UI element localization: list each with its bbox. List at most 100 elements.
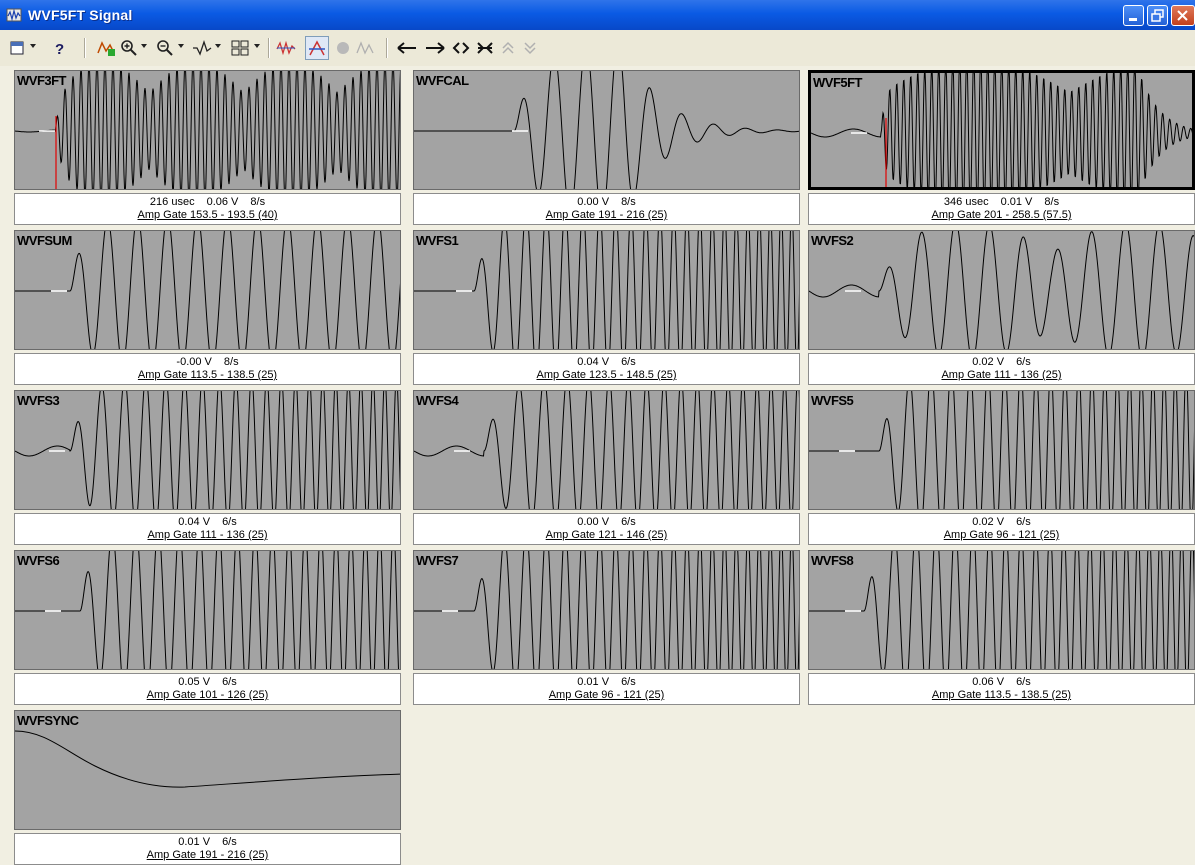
save-button[interactable] <box>8 36 26 60</box>
grid-layout-dropdown[interactable] <box>254 44 260 48</box>
panel-info: 0.02 V 6/s Amp Gate 96 - 121 (25) <box>808 513 1195 545</box>
voltage-readout: 0.06 V <box>206 196 239 208</box>
expand-button[interactable] <box>452 36 470 60</box>
expand-icon <box>452 42 470 54</box>
panel-info: 0.02 V 6/s Amp Gate 111 - 136 (25) <box>808 353 1195 385</box>
voltage-readout: 0.02 V <box>972 516 1005 528</box>
restore-button[interactable] <box>1147 5 1168 26</box>
waveform-trace <box>809 391 1194 509</box>
waveform-trace <box>414 231 799 349</box>
panel-title: WVFSUM <box>17 233 72 248</box>
panel-title: WVF3FT <box>17 73 67 88</box>
amp-gate-readout: Amp Gate 153.5 - 193.5 (40) <box>137 209 278 221</box>
waveform-plot[interactable]: WVFS2 <box>808 230 1195 350</box>
zoom-in-button[interactable] <box>120 36 138 60</box>
voltage-readout: 0.04 V <box>577 356 610 368</box>
rate-readout: 6/s <box>621 676 636 688</box>
voltage-readout: -0.00 V <box>176 356 212 368</box>
rate-readout: 8/s <box>621 196 636 208</box>
rate-readout: 6/s <box>1016 676 1031 688</box>
waveform-plot[interactable]: WVFS4 <box>413 390 800 510</box>
panel-info: -0.00 V 8/s Amp Gate 113.5 - 138.5 (25) <box>14 353 401 385</box>
waveform-trace <box>414 391 799 509</box>
shift-right-icon <box>426 42 445 54</box>
gate-button[interactable] <box>305 36 329 60</box>
amp-gate-readout: Amp Gate 191 - 216 (25) <box>146 849 269 861</box>
signal-trace <box>811 73 1192 187</box>
waveform-plot[interactable]: WVFS3 <box>14 390 401 510</box>
compress-icon <box>477 42 493 54</box>
amp-gate-readout: Amp Gate 113.5 - 138.5 (25) <box>137 369 278 381</box>
zoom-out-button[interactable] <box>156 36 174 60</box>
waveform-plot[interactable]: WVFCAL <box>413 70 800 190</box>
amp-gate-readout: Amp Gate 101 - 126 (25) <box>146 689 269 701</box>
amp-gate-readout: Amp Gate 123.5 - 148.5 (25) <box>536 369 677 381</box>
signal-trace <box>15 231 400 349</box>
panel-title: WVFS2 <box>811 233 854 248</box>
waveform-plot[interactable]: WVFSYNC <box>14 710 401 830</box>
panel-info: 0.04 V 6/s Amp Gate 123.5 - 148.5 (25) <box>413 353 800 385</box>
signal-trace <box>414 551 799 669</box>
record-icon <box>337 42 349 54</box>
voltage-readout: 0.01 V <box>577 676 610 688</box>
scroll-down-icon <box>524 42 536 55</box>
signal-trace <box>15 71 400 189</box>
auto-scale-button[interactable] <box>96 36 116 60</box>
waveform-trace <box>809 231 1194 349</box>
rate-readout: 6/s <box>621 356 636 368</box>
panel-info: 346 usec 0.01 V 8/s Amp Gate 201 - 258.5 (… <box>808 193 1195 225</box>
waveform-plot[interactable]: WVFS1 <box>413 230 800 350</box>
panel-title: WVFS5 <box>811 393 854 408</box>
waveform-plot-selected[interactable]: WVF5FT <box>808 70 1195 190</box>
waveform-trace <box>809 551 1194 669</box>
compress-button[interactable] <box>476 36 494 60</box>
scroll-up-button[interactable] <box>500 36 516 60</box>
waveform-plot[interactable]: WVFS8 <box>808 550 1195 670</box>
waveform-plot[interactable]: WVFSUM <box>14 230 401 350</box>
scroll-up-icon <box>502 41 514 54</box>
close-button[interactable] <box>1171 5 1195 26</box>
voltage-readout: 0.01 V <box>178 836 211 848</box>
voltage-readout: 0.00 V <box>577 196 610 208</box>
scroll-down-button[interactable] <box>522 36 538 60</box>
panel-title: WVFS6 <box>17 553 60 568</box>
waveform-dropdown[interactable] <box>215 44 221 48</box>
help-button[interactable]: ? <box>52 36 68 60</box>
panel-title: WVFS7 <box>416 553 459 568</box>
rate-readout: 8/s <box>223 356 239 368</box>
zoom-out-dropdown[interactable] <box>178 44 184 48</box>
grid-layout-button[interactable] <box>230 36 250 60</box>
close-icon <box>1177 10 1188 21</box>
panel-info: 216 usec 0.06 V 8/s Amp Gate 153.5 - 193.5… <box>14 193 401 225</box>
signal-trace <box>809 231 1194 349</box>
zoom-in-icon <box>121 40 137 56</box>
save-dropdown[interactable] <box>30 44 36 48</box>
peak-button[interactable] <box>356 36 376 60</box>
waveform-button[interactable] <box>192 36 212 60</box>
waveform-plot[interactable]: WVF3FT <box>14 70 401 190</box>
amp-gate-readout: Amp Gate 111 - 136 (25) <box>941 369 1062 381</box>
waveform-plot[interactable]: WVFS6 <box>14 550 401 670</box>
auto-scale-icon <box>97 41 115 56</box>
waveform-plot[interactable]: WVFS5 <box>808 390 1195 510</box>
minimize-button[interactable] <box>1123 5 1144 26</box>
rate-readout: 6/s <box>1016 516 1031 528</box>
waveform-trace <box>15 551 399 669</box>
amp-gate-readout: Amp Gate 121 - 146 (25) <box>545 529 668 541</box>
signal-trace <box>414 391 799 509</box>
filter-button[interactable] <box>276 36 296 60</box>
gate-icon <box>309 40 325 56</box>
svg-text:?: ? <box>55 41 64 56</box>
signal-trace <box>15 551 399 669</box>
shift-right-button[interactable] <box>424 36 446 60</box>
record-button[interactable] <box>334 36 352 60</box>
rate-readout: 8/s <box>250 196 266 208</box>
signal-trace <box>414 71 799 189</box>
waveform-plot[interactable]: WVFS7 <box>413 550 800 670</box>
zoom-in-dropdown[interactable] <box>141 44 147 48</box>
voltage-readout: 0.05 V <box>178 676 211 688</box>
waveform-trace <box>15 231 400 349</box>
minimize-icon <box>1129 18 1137 21</box>
panel-title: WVFS8 <box>811 553 854 568</box>
shift-left-button[interactable] <box>396 36 418 60</box>
